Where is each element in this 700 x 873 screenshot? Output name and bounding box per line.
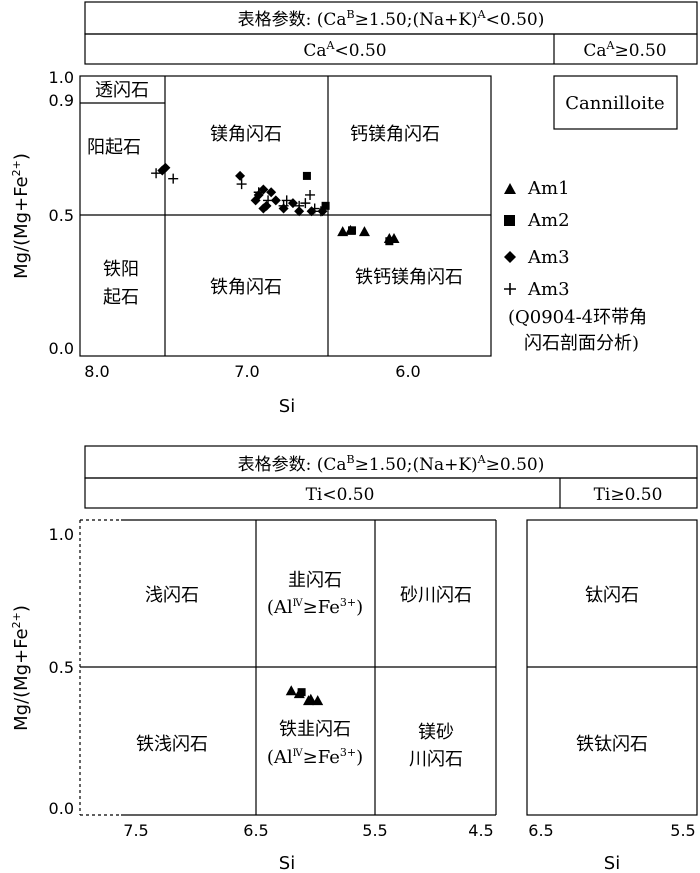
legend-plus-icon	[504, 283, 516, 295]
bottom-header-text: 表格参数: (CaB≥1.50;(Na+K)A≥0.50)	[238, 453, 545, 475]
data-point-diamond	[266, 187, 277, 198]
top-xlabel: Si	[279, 396, 295, 417]
data-point-diamond	[258, 203, 269, 214]
data-point-plus	[278, 200, 289, 211]
legend-am1: Am1	[527, 178, 570, 199]
field-ferro-kaersutite: 铁钛闪石	[576, 734, 648, 755]
bottom-xtick-7.5: 7.5	[123, 821, 148, 840]
legend-diamond-icon	[504, 251, 516, 263]
legend-am3: Am3	[527, 247, 570, 268]
field-cannilloite: Cannilloite	[565, 93, 664, 114]
bottom-plot-left: 浅闪石 韭闪石 (AlⅣ≥Fe3+) 砂川闪石 铁浅闪石 铁韭闪石 (AlⅣ≥F…	[10, 519, 497, 873]
field-ferro-actinolite-1: 铁阳	[103, 259, 139, 280]
bottom-ytick-0.0: 0.0	[49, 799, 74, 818]
top-sub-right: CaA≥0.50	[583, 39, 666, 61]
top-ytick-1.0: 1.0	[49, 68, 74, 87]
data-point-plus	[168, 173, 179, 184]
bottom-header-table: 表格参数: (CaB≥1.50;(Na+K)A≥0.50) Ti<0.50 Ti…	[84, 445, 698, 509]
data-point-plus	[151, 168, 162, 179]
bottom-xtick-6.5: 6.5	[243, 821, 268, 840]
legend-triangle-icon	[504, 183, 516, 194]
data-point-plus	[294, 200, 305, 211]
data-point-plus	[236, 179, 247, 190]
bottom-ylabel: Mg/(Mg+Fe2+)	[10, 605, 32, 731]
field-tremolite: 透闪石	[95, 80, 149, 101]
data-point-triangle	[312, 695, 324, 706]
top-ytick-0.5: 0.5	[49, 206, 74, 225]
data-point-plus	[300, 198, 311, 209]
data-point-square	[385, 237, 394, 246]
data-point-plus	[253, 187, 264, 198]
data-point-plus	[281, 195, 292, 206]
field-mg-sadanagaite-1: 镁砂	[418, 722, 454, 743]
data-point-square	[348, 226, 357, 235]
top-plot: 透闪石 阳起石 镁角闪石 钙镁角闪石 铁阳 起石 铁角闪石 铁钙镁角闪石 1.0…	[10, 68, 492, 417]
field-ferro-actinolite-2: 起石	[103, 287, 139, 308]
field-tschermakite: 钙镁角闪石	[350, 124, 440, 145]
data-point-triangle	[285, 685, 297, 696]
legend-note-2: 闪石剖面分析)	[524, 333, 639, 354]
field-kaersutite: 钛闪石	[585, 585, 639, 606]
right-xtick-5.5: 5.5	[670, 821, 695, 840]
legend-square-icon	[504, 215, 515, 226]
data-point-square	[321, 201, 330, 210]
data-point-plus	[263, 195, 274, 206]
top-header-table: 表格参数: (CaB≥1.50;(Na+K)A<0.50) CaA<0.50 C…	[84, 1, 698, 65]
top-xtick-8.0: 8.0	[84, 362, 109, 381]
top-ytick-0.0: 0.0	[49, 339, 74, 358]
field-pargasite-cond: (AlⅣ≥Fe3+)	[267, 596, 363, 618]
legend-note-1: (Q0904-4环带角	[508, 307, 647, 328]
top-data-points	[151, 162, 400, 246]
data-point-plus	[315, 206, 326, 217]
data-point-triangle	[358, 226, 370, 237]
bottom-xtick-4.5: 4.5	[468, 821, 493, 840]
field-mg-sadanagaite-2: 川闪石	[409, 749, 463, 770]
top-ylabel: Mg/(Mg+Fe2+)	[10, 153, 32, 279]
legend-am2: Am2	[527, 210, 570, 231]
top-xtick-7.0: 7.0	[234, 362, 259, 381]
field-ferro-pargasite-cond: (AlⅣ≥Fe3+)	[267, 746, 363, 768]
bottom-sub-right: Ti≥0.50	[594, 485, 663, 505]
data-point-diamond	[160, 162, 171, 173]
top-xtick-6.0: 6.0	[395, 362, 420, 381]
data-point-triangle	[337, 226, 349, 237]
data-point-diamond	[287, 198, 298, 209]
field-ferro-pargasite: 铁韭闪石	[279, 719, 351, 740]
legend: Am1 Am2 Am3 Am3 (Q0904-4环带角 闪石剖面分析)	[504, 178, 647, 354]
bottom-data-points	[285, 685, 324, 706]
bottom-plot-right: 钛闪石 铁钛闪石 6.5 5.5 Si	[526, 519, 698, 873]
bottom-xlabel: Si	[279, 853, 295, 873]
field-pargasite: 韭闪石	[288, 570, 342, 591]
data-point-diamond	[250, 195, 261, 206]
cannilloite-box	[553, 75, 678, 130]
right-xlabel: Si	[604, 853, 620, 873]
bottom-ytick-1.0: 1.0	[49, 525, 74, 544]
field-mg-hornblende: 镁角闪石	[210, 124, 282, 145]
data-point-square	[297, 688, 306, 697]
top-ytick-0.9: 0.9	[49, 91, 74, 110]
field-actinolite: 阳起石	[87, 137, 141, 158]
bottom-ytick-0.5: 0.5	[49, 658, 74, 677]
data-point-plus	[309, 203, 320, 214]
top-header-text: 表格参数: (CaB≥1.50;(Na+K)A<0.50)	[238, 8, 545, 30]
bottom-sub-left: Ti<0.50	[306, 485, 375, 505]
bottom-xtick-5.5: 5.5	[362, 821, 387, 840]
field-ferro-hornblende: 铁角闪石	[210, 277, 282, 298]
field-edenite: 浅闪石	[145, 585, 199, 606]
data-point-diamond	[294, 206, 305, 217]
top-plot-frame	[79, 75, 492, 357]
data-point-square	[302, 171, 311, 180]
top-sub-left: CaA<0.50	[303, 39, 386, 61]
data-point-plus	[305, 189, 316, 200]
field-sadanagaite: 砂川闪石	[400, 585, 472, 606]
field-ferro-tschermakite: 铁钙镁角闪石	[355, 267, 463, 288]
data-point-triangle	[305, 693, 317, 704]
right-xtick-6.5: 6.5	[528, 821, 553, 840]
data-point-diamond	[270, 195, 281, 206]
legend-am3-zoned: Am3	[527, 279, 570, 300]
field-ferro-edenite: 铁浅闪石	[136, 734, 208, 755]
data-point-diamond	[235, 170, 246, 181]
